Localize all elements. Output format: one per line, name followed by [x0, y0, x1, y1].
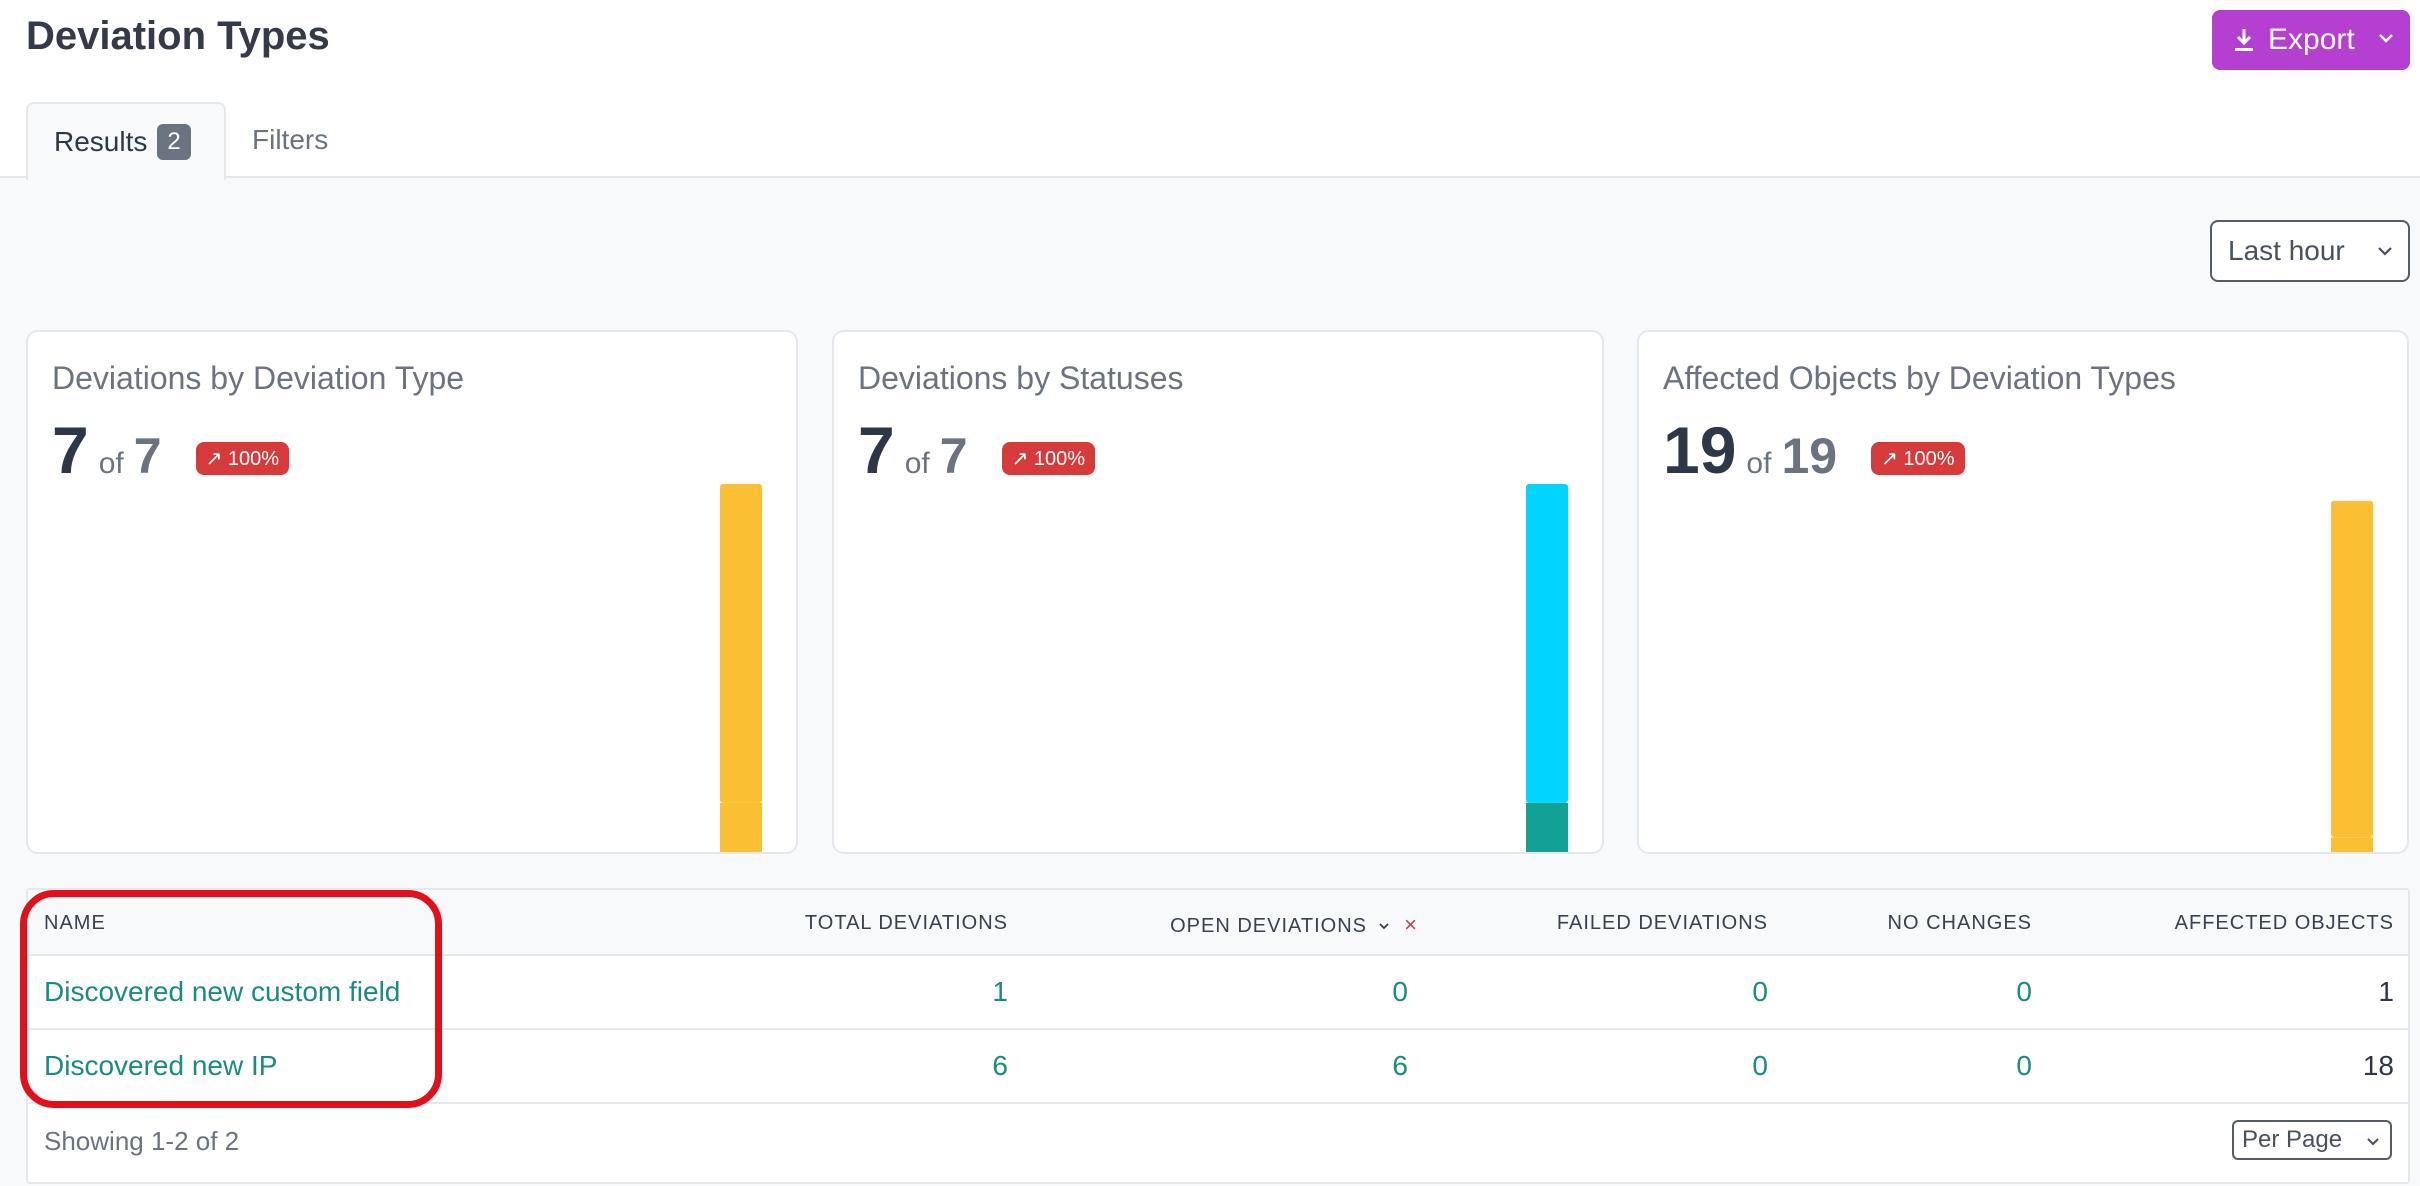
deviation-name-link[interactable]: Discovered new custom field	[44, 976, 401, 1007]
download-icon	[2235, 29, 2253, 51]
export-label: Export	[2268, 23, 2355, 56]
stat-total: 19	[1781, 428, 1838, 484]
per-page-label: Per Page	[2242, 1126, 2343, 1153]
card-title: Affected Objects by Deviation Types	[1663, 360, 2176, 396]
card-stats: 7 of 7 ↗ 100%	[52, 412, 290, 488]
bar-segment-0[interactable]	[1526, 802, 1568, 854]
card-deviation-type: Deviations by Deviation Type 7 of 7 ↗ 10…	[26, 330, 798, 854]
trend-badge: ↗ 100%	[1871, 442, 1965, 475]
card-title: Deviations by Statuses	[858, 360, 1184, 396]
header-open-label: OPEN DEVIATIONS	[1170, 915, 1368, 937]
tab-results[interactable]: Results 2	[26, 102, 226, 180]
card-statuses: Deviations by Statuses 7 of 7 ↗ 100%	[832, 330, 1604, 854]
card-stats: 19 of 19 ↗ 100%	[1663, 412, 1965, 488]
header: Deviation Types Export Results 2 Filters	[0, 0, 2420, 180]
card-title: Deviations by Deviation Type	[52, 360, 465, 396]
card-stats: 7 of 7 ↗ 100%	[858, 412, 1096, 488]
bar-segment-0[interactable]	[720, 802, 762, 854]
deviation-types-table: NAME TOTAL DEVIATIONS OPEN DEVIATIONS × …	[26, 888, 2410, 1184]
export-button[interactable]: Export	[2212, 10, 2410, 70]
no-changes-link[interactable]: 0	[2016, 1050, 2032, 1081]
stat-value: 7	[858, 413, 895, 487]
header-failed-deviations[interactable]: FAILED DEVIATIONS	[1556, 912, 1768, 934]
chevron-down-icon	[2378, 247, 2392, 256]
stat-of: of	[98, 447, 124, 480]
stat-total: 7	[939, 428, 968, 484]
bar-segment-1[interactable]	[720, 484, 762, 803]
tab-filters[interactable]: Filters	[226, 102, 376, 178]
header-affected-objects[interactable]: AFFECTED OBJECTS	[2174, 912, 2394, 934]
open-deviations-link[interactable]: 6	[1392, 1050, 1408, 1081]
chart-deviation-type	[720, 484, 762, 854]
pagination-summary: Showing 1-2 of 2	[44, 1126, 240, 1156]
header-name[interactable]: NAME	[44, 912, 106, 934]
stat-total: 7	[133, 428, 162, 484]
chart-statuses	[1526, 484, 1568, 854]
header-no-changes[interactable]: NO CHANGES	[1887, 912, 2032, 934]
bar-segment-1[interactable]	[1526, 484, 1568, 803]
chart-affected-objects	[2331, 500, 2373, 854]
stat-of: of	[904, 447, 930, 480]
deviation-name-link[interactable]: Discovered new IP	[44, 1050, 278, 1081]
clear-sort-icon[interactable]: ×	[1404, 912, 1418, 937]
time-range-value: Last hour	[2228, 235, 2345, 266]
stat-of: of	[1746, 447, 1772, 480]
card-affected-objects: Affected Objects by Deviation Types 19 o…	[1637, 330, 2409, 854]
no-changes-link[interactable]: 0	[2016, 976, 2032, 1007]
time-range-select[interactable]: Last hour	[2210, 220, 2410, 282]
results-count-badge: 2	[157, 124, 191, 160]
header-open-deviations[interactable]: OPEN DEVIATIONS ×	[1170, 912, 1418, 938]
failed-deviations-link[interactable]: 0	[1752, 1050, 1768, 1081]
open-deviations-link[interactable]: 0	[1392, 976, 1408, 1007]
total-deviations-link[interactable]: 6	[992, 1050, 1008, 1081]
table-row: Discovered new IP 6 6 0 0 18	[28, 1030, 2408, 1104]
trend-badge: ↗ 100%	[1001, 442, 1096, 475]
bar-segment-1[interactable]	[2331, 500, 2373, 838]
bar-segment-0[interactable]	[2331, 837, 2373, 854]
header-total-deviations[interactable]: TOTAL DEVIATIONS	[804, 912, 1008, 934]
stat-value: 7	[52, 413, 89, 487]
affected-objects-value: 1	[2378, 976, 2394, 1007]
table-row: Discovered new custom field 1 0 0 0 1	[28, 956, 2408, 1030]
tab-results-label: Results	[54, 126, 148, 157]
chevron-down-icon[interactable]	[2376, 28, 2396, 48]
per-page-select[interactable]: Per Page	[2232, 1120, 2392, 1160]
stat-value: 19	[1663, 413, 1737, 487]
trend-badge: ↗ 100%	[195, 442, 290, 475]
annotation-highlight-box	[20, 890, 442, 1108]
chevron-down-icon	[2367, 1138, 2379, 1146]
sort-desc-icon	[1378, 923, 1389, 930]
tab-filters-label: Filters	[252, 124, 329, 155]
page-title: Deviation Types	[26, 14, 330, 58]
affected-objects-value: 18	[2362, 1050, 2394, 1081]
total-deviations-link[interactable]: 1	[992, 976, 1008, 1007]
failed-deviations-link[interactable]: 0	[1752, 976, 1768, 1007]
